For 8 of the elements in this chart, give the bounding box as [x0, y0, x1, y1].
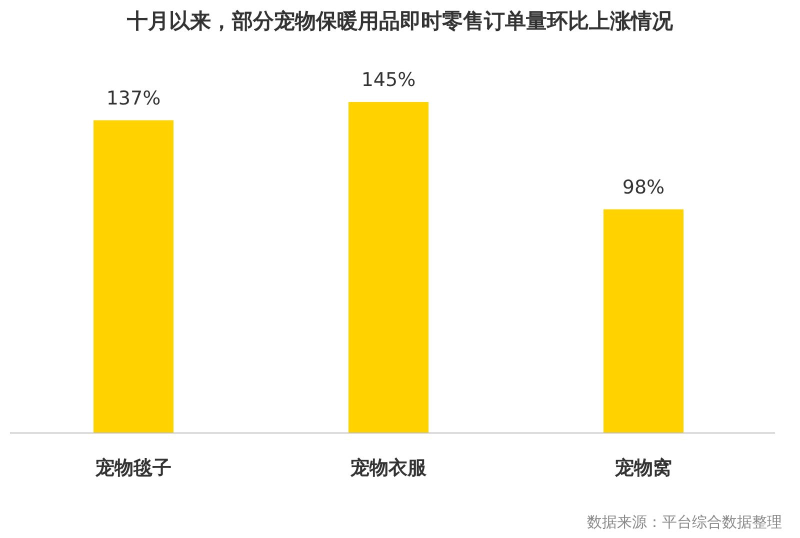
data-label: 98% [622, 176, 665, 198]
source-note: 数据来源：平台综合数据整理 [587, 513, 782, 531]
chart-title: 十月以来，部分宠物保暖用品即时零售订单量环比上涨情况 [126, 9, 674, 33]
x-tick-label: 宠物衣服 [350, 457, 428, 479]
x-tick-label: 宠物毯子 [94, 457, 172, 479]
data-label: 145% [361, 69, 416, 91]
data-label: 137% [106, 87, 161, 110]
x-tick-label: 宠物窝 [614, 457, 672, 479]
